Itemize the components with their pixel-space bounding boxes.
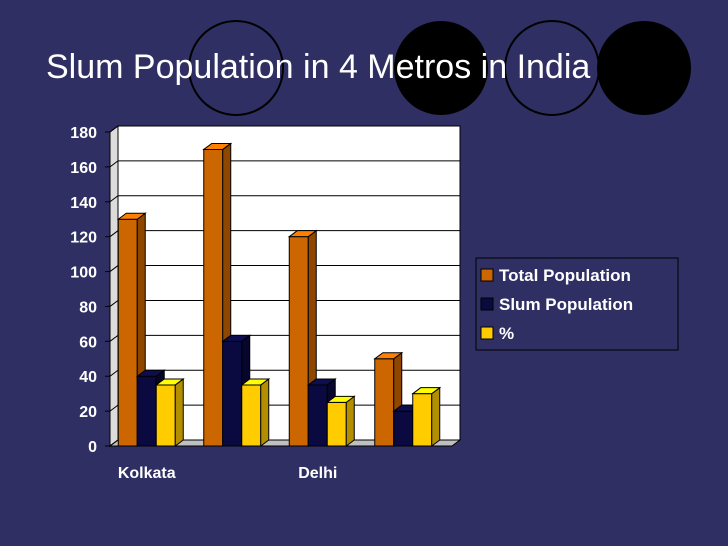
bar-top-1-2 xyxy=(306,378,337,386)
bar-top-2-3 xyxy=(411,387,442,395)
legend-swatch xyxy=(480,297,494,311)
slide-title: Slum Population in 4 Metros in India xyxy=(46,48,591,86)
bar-top-0-1 xyxy=(202,142,233,150)
bar-2-1 xyxy=(241,384,262,447)
y-tick-label: 0 xyxy=(88,439,97,456)
bar-2-2 xyxy=(326,401,347,447)
gridline xyxy=(109,125,460,133)
bar-top-0-2 xyxy=(287,230,318,238)
bar-side-2-1 xyxy=(260,377,270,447)
bar-1-1 xyxy=(222,340,243,447)
bar-2-3 xyxy=(412,393,433,447)
y-tick-label: 80 xyxy=(79,299,97,316)
bar-1-2 xyxy=(307,384,328,447)
bar-1-0 xyxy=(136,375,157,447)
y-tick-label: 140 xyxy=(70,195,97,212)
gridline xyxy=(109,160,460,168)
plot-side-wall xyxy=(109,125,119,447)
y-tick-label: 40 xyxy=(79,369,97,386)
bar-top-0-0 xyxy=(116,212,147,220)
legend-swatch xyxy=(480,326,494,340)
y-tick-label: 160 xyxy=(70,160,97,177)
bar-side-2-0 xyxy=(174,377,184,447)
legend-swatch xyxy=(480,268,494,282)
y-tick-label: 180 xyxy=(70,125,97,142)
bar-top-2-0 xyxy=(154,378,185,386)
bar-side-2-3 xyxy=(431,386,441,447)
y-tick-label: 60 xyxy=(79,334,97,351)
bar-side-2-2 xyxy=(345,395,355,447)
bar-0-0 xyxy=(117,218,138,447)
legend-box xyxy=(475,257,679,351)
bar-0-3 xyxy=(374,358,395,447)
legend-label: Total Population xyxy=(499,266,631,285)
bar-0-2 xyxy=(288,236,309,447)
x-tick-label: Delhi xyxy=(298,465,337,482)
bar-0-1 xyxy=(203,148,224,447)
bar-1-3 xyxy=(393,410,414,447)
x-tick-label: Kolkata xyxy=(118,465,176,482)
legend-label: % xyxy=(499,324,514,343)
gridline xyxy=(109,195,460,203)
y-tick-label: 100 xyxy=(70,265,97,282)
bar-top-1-0 xyxy=(135,369,166,377)
y-tick-label: 120 xyxy=(70,230,97,247)
bar-2-0 xyxy=(155,384,176,447)
bar-top-2-2 xyxy=(325,395,356,403)
bar-top-1-1 xyxy=(221,334,252,342)
y-tick-label: 20 xyxy=(79,404,97,421)
legend-label: Slum Population xyxy=(499,295,633,314)
bar-top-0-3 xyxy=(373,352,404,360)
bar-top-2-1 xyxy=(240,378,271,386)
